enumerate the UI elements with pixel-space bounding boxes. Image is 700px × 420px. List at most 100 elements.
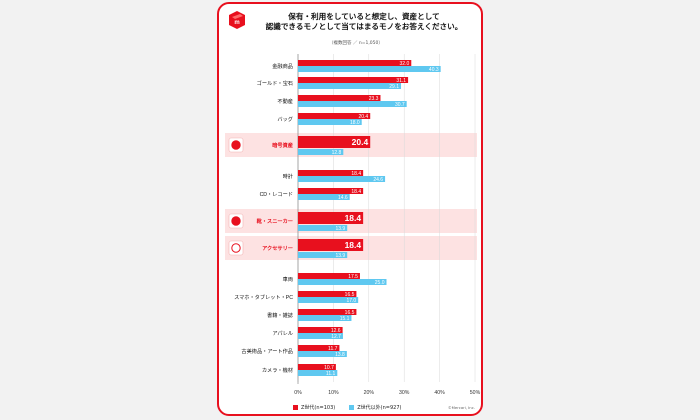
svg-text:m: m	[234, 20, 239, 26]
value-label-other: 18.0	[350, 120, 360, 126]
bar-other	[298, 83, 402, 89]
category-label: 暗号資産	[272, 141, 293, 149]
legend-label-other: Z世代以外(n=927)	[357, 405, 402, 411]
bar-other	[298, 370, 338, 376]
value-label-z: 10.7	[324, 365, 334, 371]
bar-z	[298, 327, 343, 333]
bar-other	[298, 149, 344, 155]
bar-z	[298, 113, 371, 119]
bar-other	[298, 66, 441, 72]
bar-z	[298, 136, 371, 148]
value-label-other: 13.9	[335, 253, 345, 259]
value-label-other: 17.0	[346, 298, 356, 304]
value-label-z: 12.6	[331, 328, 341, 334]
category-label: 靴・スニーカー	[257, 217, 293, 225]
value-label-z: 18.4	[351, 189, 361, 195]
title-line-2: 認識できるモノとして当てはまるモノをお答えください。	[265, 22, 463, 31]
chart-card: m 保有・利用をしていると想定し、資産として 認識できるモノとして当てはまるモノ…	[217, 2, 483, 416]
value-label-z: 11.7	[328, 346, 338, 352]
x-tick-label: 30%	[399, 390, 410, 396]
value-label-other: 25.0	[375, 280, 385, 286]
value-label-other: 11.1	[326, 371, 336, 377]
value-label-other: 29.1	[389, 84, 399, 90]
legend-swatch-other	[349, 405, 355, 410]
x-tick-label: 50%	[470, 390, 481, 396]
value-label-other: 12.7	[331, 334, 341, 340]
value-label-z: 20.4	[352, 137, 369, 147]
bar-other	[298, 297, 359, 303]
value-label-other: 40.3	[429, 67, 439, 73]
category-label: 書籍・雑誌	[267, 311, 293, 319]
category-label: カメラ・機材	[262, 366, 293, 374]
category-label: 車両	[283, 275, 293, 283]
value-label-other: 24.6	[373, 177, 383, 183]
x-tick-label: 10%	[328, 390, 339, 396]
value-label-z: 18.4	[345, 213, 362, 223]
bar-z	[298, 170, 364, 176]
value-label-z: 32.0	[400, 61, 410, 67]
bar-z	[298, 309, 357, 315]
x-tick-label: 0%	[294, 390, 302, 396]
bar-z	[298, 273, 360, 279]
value-label-z: 23.3	[369, 96, 379, 102]
category-label: バッグ	[277, 115, 293, 123]
category-label: アパレル	[272, 330, 293, 337]
bar-z	[298, 212, 364, 224]
chart-title: 保有・利用をしていると想定し、資産として 認識できるモノとして当てはまるモノをお…	[249, 12, 479, 32]
sample-note: （複数回答 ／ n=1,050）	[329, 41, 383, 46]
value-label-z: 16.5	[345, 292, 355, 298]
bar-other	[298, 176, 386, 182]
category-label: 金融商品	[272, 62, 293, 70]
category-label: 時計	[283, 172, 293, 180]
bar-z	[298, 95, 381, 101]
value-label-z: 18.4	[345, 240, 362, 250]
legend-label-z: Z世代(n=103)	[301, 405, 336, 411]
value-label-z: 20.4	[358, 114, 368, 120]
value-label-other: 30.7	[395, 102, 405, 108]
bar-other	[298, 351, 347, 357]
copyright: ©Mercari, Inc.	[447, 405, 475, 410]
bar-z	[298, 77, 409, 83]
bar-other	[298, 101, 407, 107]
category-label: スマホ・タブレット・PC	[234, 293, 293, 301]
title-line-1: 保有・利用をしていると想定し、資産として	[288, 12, 440, 21]
bar-other	[298, 252, 348, 258]
bar-z	[298, 188, 364, 194]
value-label-z: 17.5	[348, 274, 358, 280]
category-label: アクセサリー	[262, 244, 293, 252]
x-tick-label: 20%	[364, 390, 375, 396]
legend-swatch-z	[293, 405, 298, 410]
value-label-other: 12.8	[332, 150, 342, 156]
mercari-logo-icon: m	[229, 11, 245, 29]
value-label-other: 14.6	[338, 195, 348, 201]
legend-item-z: Z世代(n=103)	[293, 404, 335, 411]
value-label-other: 15.1	[340, 316, 350, 322]
bar-z	[298, 345, 340, 351]
bar-z	[298, 364, 336, 370]
category-label: CD・レコード	[260, 191, 293, 198]
legend-item-other: Z世代以外(n=927)	[349, 404, 401, 411]
category-label: ゴールド・宝石	[257, 79, 293, 87]
crypto-coin-icon	[228, 137, 244, 153]
bar-other	[298, 279, 387, 285]
bar-other	[298, 119, 362, 125]
sneaker-icon	[228, 213, 244, 229]
bar-z	[298, 60, 412, 66]
category-label: 不動産	[277, 97, 293, 105]
bar-chart: 0% 10% 20% 30% 40% 50% 金融商品 32.0 40.3 ゴールド・宝石 31.1…	[225, 54, 481, 396]
x-tick-label: 40%	[434, 390, 445, 396]
bar-z	[298, 239, 364, 251]
bar-other	[298, 194, 350, 200]
value-label-z: 31.1	[396, 78, 406, 84]
value-label-other: 13.9	[335, 226, 345, 232]
bar-other	[298, 315, 352, 321]
category-label: 古美術品・アート作品	[241, 347, 293, 355]
bar-other	[298, 333, 343, 339]
ring-icon	[228, 240, 244, 256]
legend: Z世代(n=103) Z世代以外(n=927)	[293, 404, 401, 411]
value-label-z: 16.5	[345, 310, 355, 316]
value-label-z: 18.4	[351, 171, 361, 177]
bar-other	[298, 225, 348, 231]
bar-z	[298, 291, 357, 297]
value-label-other: 13.8	[335, 352, 345, 358]
